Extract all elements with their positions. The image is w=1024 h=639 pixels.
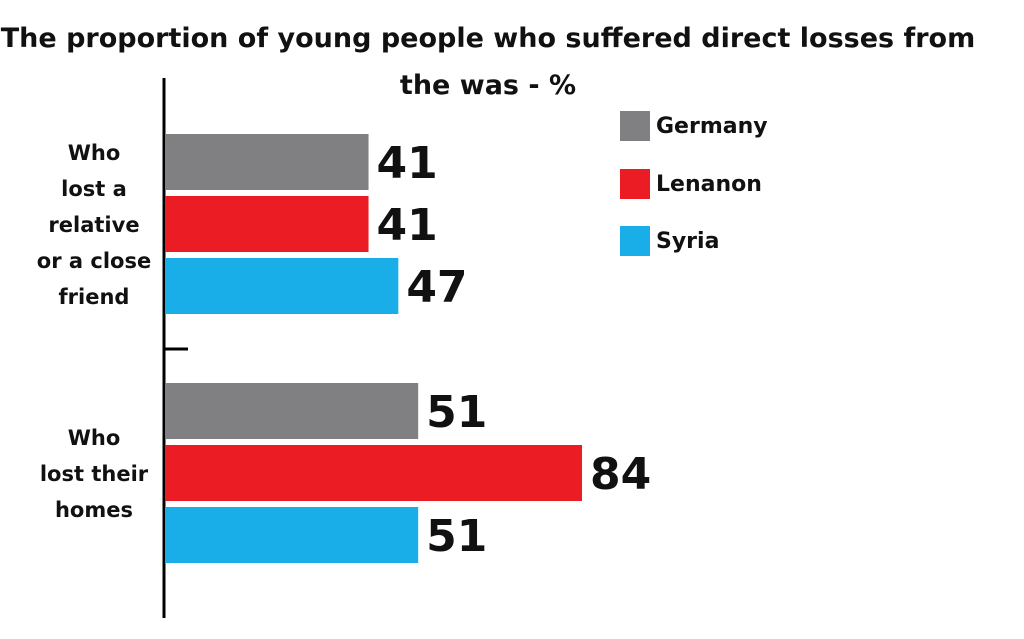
- chart-title: The proportion of young people who suffe…: [1, 23, 976, 101]
- category-label-line: Who: [68, 141, 121, 165]
- category-label-line: friend: [59, 285, 130, 309]
- category-label-line: relative: [48, 213, 139, 237]
- bar-germany-1: [165, 134, 369, 190]
- data-label: 47: [406, 262, 467, 313]
- category-label-line: Who: [68, 426, 121, 450]
- chart-title-line: the was - %: [400, 70, 576, 101]
- bars-group: [165, 134, 582, 563]
- data-label: 41: [377, 200, 438, 251]
- bar-lenanon-1: [165, 196, 369, 252]
- category-label-line: lost a: [61, 177, 127, 201]
- data-label: 41: [377, 138, 438, 189]
- bar-syria-1: [165, 258, 399, 314]
- value-labels-group: 41 41 47 51 84 51: [377, 138, 652, 562]
- category-label-line: homes: [55, 498, 133, 522]
- bar-syria-2: [165, 507, 419, 563]
- category-labels-group: Who lost a relative or a close friend Who lost…: [37, 141, 151, 522]
- legend: Germany Lenanon Syria: [620, 111, 768, 256]
- bar-germany-2: [165, 383, 419, 439]
- data-label: 51: [426, 511, 487, 562]
- legend-label-germany: Germany: [656, 114, 768, 139]
- category-label-line: lost their: [40, 462, 149, 486]
- legend-label-syria: Syria: [656, 229, 719, 254]
- bar-lenanon-2: [165, 445, 582, 501]
- data-label: 84: [590, 449, 651, 500]
- category-label-line: or a close: [37, 249, 151, 273]
- legend-swatch-syria: [620, 226, 650, 256]
- chart-title-line: The proportion of young people who suffe…: [1, 23, 976, 54]
- legend-label-lenanon: Lenanon: [656, 172, 762, 197]
- legend-swatch-germany: [620, 111, 650, 141]
- legend-swatch-lenanon: [620, 169, 650, 199]
- data-label: 51: [426, 387, 487, 438]
